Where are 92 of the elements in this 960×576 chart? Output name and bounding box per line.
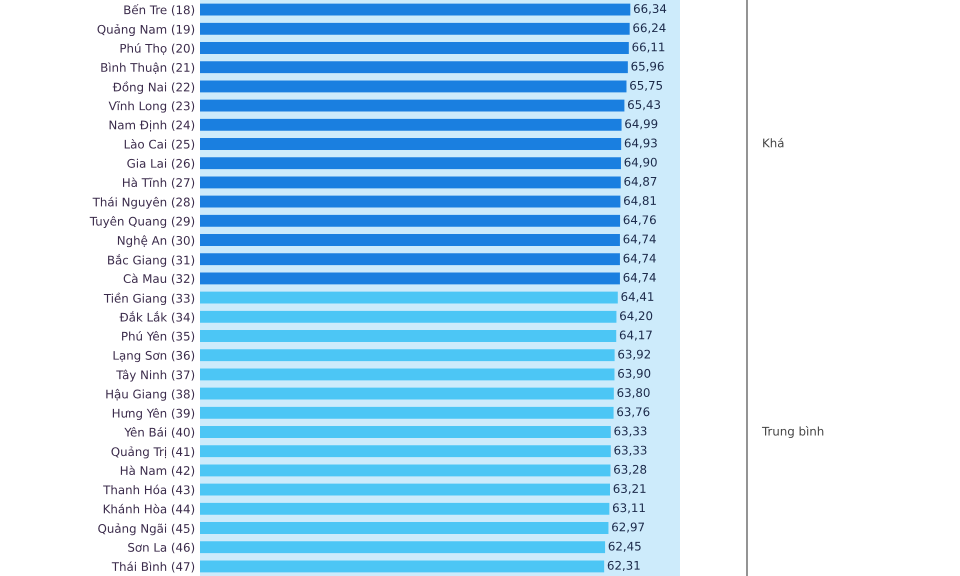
data-label: 63,80 xyxy=(617,388,650,398)
y-tick-label: Bắc Giang (31) xyxy=(108,254,194,267)
y-tick-label: Tiền Giang (33) xyxy=(104,292,194,306)
y-tick-label: Khánh Hòa (44) xyxy=(104,504,194,515)
bar xyxy=(200,253,620,266)
bar xyxy=(200,388,614,400)
bar xyxy=(200,349,615,362)
text: Khá xyxy=(763,138,784,148)
data-label: 62,31 xyxy=(608,560,640,572)
data-label: 65,75 xyxy=(630,80,662,92)
data-label: 63,21 xyxy=(614,484,646,494)
bar xyxy=(200,176,621,188)
y-tick-label: Vĩnh Long (23) xyxy=(108,101,194,113)
data-label: 64,17 xyxy=(620,330,652,341)
data-label: 63,76 xyxy=(617,407,650,418)
text: Trung bình xyxy=(762,426,824,438)
bar xyxy=(200,560,604,572)
data-label: 64,41 xyxy=(621,292,654,302)
y-tick-label: Đắk Lắk (34) xyxy=(120,311,194,324)
data-label: 64,90 xyxy=(624,158,657,168)
bar xyxy=(200,310,616,323)
data-label: 64,76 xyxy=(624,215,656,226)
bar xyxy=(200,406,614,419)
y-tick-label: Sơn La (46) xyxy=(128,542,194,554)
data-label: 64,81 xyxy=(624,196,656,206)
bar xyxy=(200,464,610,476)
y-tick-label: Quảng Ngãi (45) xyxy=(98,523,194,536)
data-label: 64,74 xyxy=(624,254,656,264)
bar xyxy=(200,214,620,227)
y-tick-label: Bình Thuận (21) xyxy=(101,62,194,74)
y-tick-label: Lạng Sơn (36) xyxy=(114,350,194,362)
bar xyxy=(200,426,611,438)
bar xyxy=(200,272,620,284)
y-tick-label: Hưng Yên (39) xyxy=(112,408,194,420)
bar xyxy=(200,138,622,150)
data-label: 63,90 xyxy=(618,368,650,380)
y-tick-label: Hậu Giang (38) xyxy=(106,388,194,401)
bar xyxy=(200,541,606,554)
bar xyxy=(200,61,628,74)
data-label: 66,11 xyxy=(632,42,664,53)
data-label: 66,24 xyxy=(633,23,666,34)
bar xyxy=(200,502,610,515)
y-tick-label: Phú Thọ (20) xyxy=(120,43,194,55)
y-tick-label: Gia Lai (26) xyxy=(127,158,194,170)
data-label: 65,96 xyxy=(631,62,664,72)
y-tick-label: Yên Bái (40) xyxy=(124,427,194,438)
y-tick-label: Lào Cai (25) xyxy=(124,139,194,150)
data-label: 62,97 xyxy=(612,522,644,533)
bar xyxy=(200,484,610,496)
y-tick-label: Quảng Nam (19) xyxy=(98,24,194,36)
data-label: 64,20 xyxy=(620,311,652,322)
data-label: 64,74 xyxy=(624,234,656,245)
data-label: 65,43 xyxy=(628,100,660,110)
y-tick-label: Thái Nguyên (28) xyxy=(92,196,194,209)
bar xyxy=(200,445,611,458)
y-tick-label: Quảng Trị (41) xyxy=(111,446,194,458)
bar xyxy=(200,100,624,112)
bar xyxy=(200,80,626,92)
bar xyxy=(200,118,622,131)
y-tick-label: Tuyên Quang (29) xyxy=(90,216,194,228)
bar xyxy=(200,42,629,54)
y-tick-label: Thái Bình (47) xyxy=(112,561,194,572)
y-tick-label: Bến Tre (18) xyxy=(124,4,194,16)
bar xyxy=(200,234,620,246)
bar xyxy=(200,292,618,304)
data-label: 64,74 xyxy=(624,272,656,284)
y-tick-label: Hà Nam (42) xyxy=(120,465,194,476)
y-tick-label: Cà Mau (32) xyxy=(124,273,194,284)
data-label: 63,33 xyxy=(614,446,646,456)
y-tick-label: Tây Ninh (37) xyxy=(116,370,194,382)
bar xyxy=(200,522,608,534)
bar xyxy=(200,4,630,16)
bar xyxy=(200,157,621,170)
y-tick-label: Phú Yên (35) xyxy=(122,331,194,342)
y-tick-label: Nghệ An (30) xyxy=(118,235,194,248)
data-label: 66,34 xyxy=(634,4,666,14)
bar xyxy=(200,196,620,208)
data-label: 63,11 xyxy=(612,503,645,514)
data-label: 63,33 xyxy=(614,426,646,437)
bar xyxy=(200,22,630,35)
data-label: 63,92 xyxy=(618,350,650,360)
bar xyxy=(200,330,616,342)
y-tick-label: Hà Tĩnh (27) xyxy=(122,177,194,188)
y-tick-label: Đồng Nai (22) xyxy=(112,81,194,94)
data-label: 63,28 xyxy=(614,464,646,476)
y-tick-label: Nam Định (24) xyxy=(110,120,194,132)
bar xyxy=(200,368,614,380)
data-label: 64,99 xyxy=(625,119,658,130)
y-tick-label: Thanh Hóa (43) xyxy=(103,484,194,496)
data-label: 64,87 xyxy=(624,176,656,188)
data-label: 62,45 xyxy=(608,542,641,552)
data-label: 64,93 xyxy=(624,138,657,149)
